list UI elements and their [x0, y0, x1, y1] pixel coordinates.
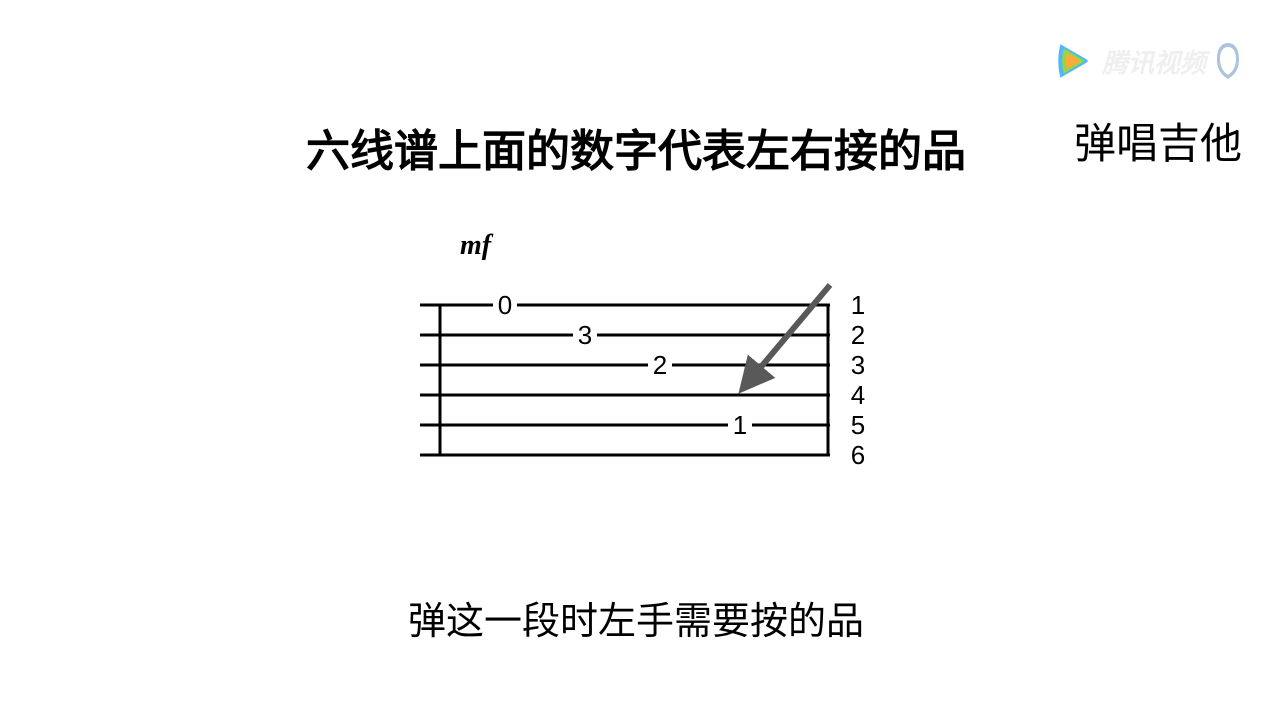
watermark-badge-icon [1214, 41, 1242, 81]
tab-svg: 1234560321 [400, 230, 900, 490]
tencent-video-watermark: 腾讯视频 [1052, 40, 1242, 82]
slide-caption: 弹这一段时左手需要按的品 [0, 590, 1272, 645]
guitar-tab-diagram: mf 1234560321 [400, 230, 900, 490]
string-label: 2 [851, 320, 865, 350]
fret-number: 0 [498, 290, 512, 320]
fret-number: 1 [733, 410, 747, 440]
dynamic-marking: mf [460, 230, 491, 262]
channel-overlay-text: 弹唱吉他 [1074, 110, 1242, 171]
fret-number: 2 [653, 350, 667, 380]
string-label: 4 [851, 380, 865, 410]
string-label: 1 [851, 290, 865, 320]
watermark-brand-text: 腾讯视频 [1102, 43, 1206, 80]
video-frame: 腾讯视频 六线谱上面的数字代表左右接的品 弹唱吉他 mf 1234560321 … [0, 0, 1272, 720]
fret-number: 3 [578, 320, 592, 350]
string-label: 6 [851, 440, 865, 470]
tencent-play-icon [1052, 40, 1094, 82]
string-label: 3 [851, 350, 865, 380]
string-label: 5 [851, 410, 865, 440]
